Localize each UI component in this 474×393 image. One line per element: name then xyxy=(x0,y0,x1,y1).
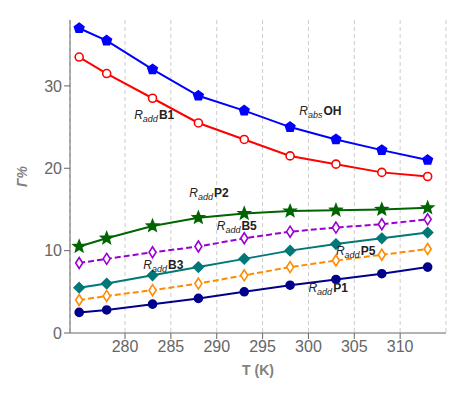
svg-text:Γ%: Γ% xyxy=(14,165,30,187)
svg-text:290: 290 xyxy=(203,338,230,355)
svg-text:RaddB5: RaddB5 xyxy=(217,219,257,235)
svg-text:285: 285 xyxy=(158,338,185,355)
svg-text:RaddB1: RaddB1 xyxy=(134,108,174,124)
svg-text:280: 280 xyxy=(112,338,139,355)
svg-text:20: 20 xyxy=(44,160,62,177)
svg-text:295: 295 xyxy=(249,338,276,355)
svg-text:RaddP1: RaddP1 xyxy=(308,281,348,297)
svg-text:305: 305 xyxy=(341,338,368,355)
svg-text:T (K): T (K) xyxy=(242,362,274,378)
svg-text:30: 30 xyxy=(44,78,62,95)
svg-text:310: 310 xyxy=(387,338,414,355)
svg-text:10: 10 xyxy=(44,242,62,259)
svg-text:RaddP5: RaddP5 xyxy=(336,244,376,260)
svg-text:RaddP2: RaddP2 xyxy=(189,186,229,202)
svg-text:300: 300 xyxy=(295,338,322,355)
svg-text:RaddB3: RaddB3 xyxy=(143,258,183,274)
svg-text:RabsOH: RabsOH xyxy=(299,104,341,120)
svg-text:0: 0 xyxy=(53,325,62,342)
